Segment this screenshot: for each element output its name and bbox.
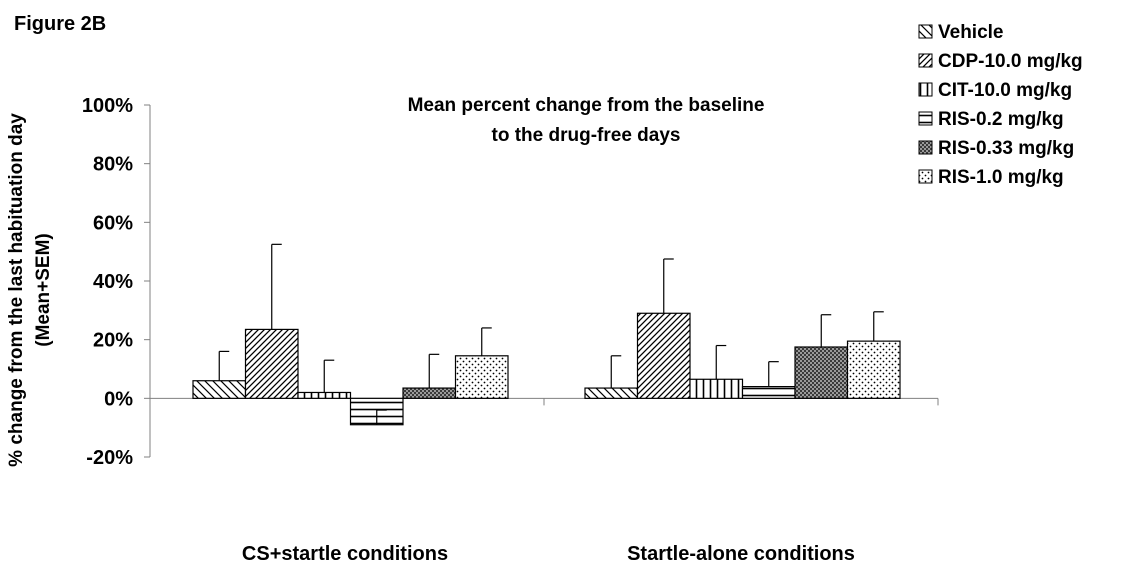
legend-swatch (918, 53, 933, 68)
bar (636, 312, 691, 399)
bar (741, 386, 796, 399)
y-tick-label: 0% (104, 388, 133, 410)
y-tick-label: -20% (86, 447, 133, 469)
legend-swatch (918, 82, 933, 97)
axes: 100% 80% 60% 40% 20% 0% -20% (82, 95, 939, 469)
bar (244, 328, 299, 399)
bar (846, 340, 901, 399)
legend: Vehicle CDP-10.0 mg/kg CIT-10.0 mg/kg RIS-0… (918, 22, 1083, 188)
legend-entry: RIS-1.0 mg/kg (938, 167, 1064, 188)
y-axis-label: % change from the last habituation day (M… (6, 113, 54, 467)
legend-swatch (918, 111, 933, 126)
legend-entry: RIS-0.33 mg/kg (938, 138, 1074, 159)
bar (584, 387, 639, 399)
x-tick-labels: CS+startle conditions Startle-alone condi… (242, 543, 855, 565)
x-category-label: CS+startle conditions (242, 543, 448, 565)
bar (794, 346, 849, 399)
legend-swatch (918, 169, 933, 184)
chart-title: Mean percent change from the baseline to … (408, 95, 765, 146)
legend-entry: Vehicle (938, 22, 1004, 43)
y-axis-label-line: % change from the last habituation day (6, 113, 27, 467)
chart-title-line: to the drug-free days (492, 125, 681, 146)
y-axis-label-line: (Mean+SEM) (33, 233, 54, 347)
bar (454, 355, 509, 399)
bar (689, 378, 744, 399)
y-tick-label: 20% (93, 330, 133, 352)
legend-entry: CIT-10.0 mg/kg (938, 80, 1072, 101)
error-bars-layer (218, 243, 884, 425)
x-category-label: Startle-alone conditions (627, 543, 855, 565)
legend-swatch (918, 24, 933, 39)
bars-layer (192, 312, 901, 426)
legend-entry: RIS-0.2 mg/kg (938, 109, 1064, 130)
y-tick-label: 40% (93, 271, 133, 293)
legend-entry: CDP-10.0 mg/kg (938, 51, 1083, 72)
legend-swatch (918, 140, 933, 155)
y-tick-label: 80% (93, 154, 133, 176)
bar (297, 391, 352, 399)
y-tick-label: 60% (93, 212, 133, 234)
bar (402, 387, 457, 399)
bar (192, 380, 247, 399)
figure-label: Figure 2B (14, 13, 106, 35)
chart-title-line: Mean percent change from the baseline (408, 95, 765, 116)
y-tick-label: 100% (82, 95, 133, 117)
